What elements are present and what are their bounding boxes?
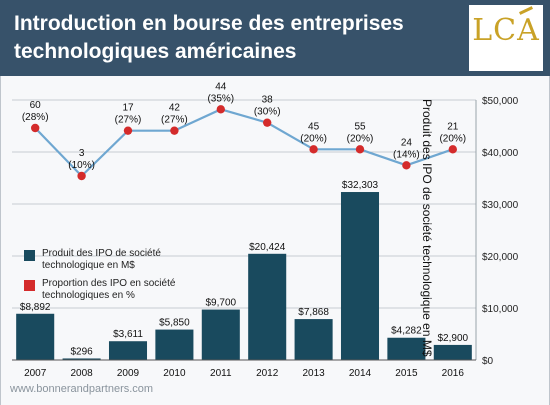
y-tick-label: $10,000 xyxy=(482,304,519,315)
proportion-marker xyxy=(355,145,365,154)
bar-value-label: $3,611 xyxy=(113,329,143,340)
bar xyxy=(16,313,55,360)
lca-logo: LCA xyxy=(469,5,543,71)
ipo-count-label: 24 xyxy=(401,137,413,148)
bar-value-label: $20,424 xyxy=(249,242,286,253)
bar-value-label: $5,850 xyxy=(159,318,190,329)
bar xyxy=(294,319,333,360)
y-tick-label: $20,000 xyxy=(482,252,519,263)
bar xyxy=(108,341,148,360)
x-tick-label: 2012 xyxy=(256,368,279,379)
ipo-count-label: 44 xyxy=(215,81,227,92)
bar xyxy=(201,309,240,360)
proportion-pct-label: (10%) xyxy=(68,160,95,171)
ipo-count-label: 45 xyxy=(308,121,320,132)
title-line-2: technologiques américaines xyxy=(14,40,297,63)
ipo-count-label: 17 xyxy=(122,103,134,114)
bar xyxy=(248,253,287,360)
x-tick-label: 2007 xyxy=(24,368,47,379)
header: Introduction en bourse des entreprises t… xyxy=(0,0,550,76)
ipo-count-label: 21 xyxy=(447,121,459,132)
source-watermark: www.bonnerandpartners.com xyxy=(10,383,154,395)
bar xyxy=(340,192,380,360)
bar-value-label: $2,900 xyxy=(438,333,469,344)
proportion-marker xyxy=(448,145,457,154)
bar xyxy=(155,329,194,360)
ipo-count-label: 55 xyxy=(354,121,366,132)
proportion-pct-label: (20%) xyxy=(439,133,466,144)
ipo-count-label: 3 xyxy=(79,148,85,159)
proportion-marker xyxy=(263,118,272,127)
proportion-pct-label: (30%) xyxy=(254,107,281,118)
proportion-pct-label: (20%) xyxy=(347,133,374,144)
ipo-count-label: 42 xyxy=(169,103,181,114)
y-tick-label: $50,000 xyxy=(482,96,519,107)
proportion-marker xyxy=(31,123,40,133)
bar-value-label: $8,892 xyxy=(20,302,51,313)
proportion-line xyxy=(34,108,454,178)
logo-text: LCA xyxy=(472,13,540,48)
x-tick-label: 2008 xyxy=(70,368,93,379)
y-axis-label-text: Produit des IPO de société technologique… xyxy=(420,99,434,357)
y-tick-label: $30,000 xyxy=(482,200,519,211)
proportion-marker xyxy=(216,105,225,114)
proportion-pct-label: (20%) xyxy=(300,133,327,144)
x-tick-label: 2009 xyxy=(117,368,140,379)
proportion-pct-label: (28%) xyxy=(22,112,49,123)
ipo-count-label: 38 xyxy=(262,95,274,106)
y-tick-label: $40,000 xyxy=(482,148,519,159)
title-line-1: Introduction en bourse des entreprises xyxy=(14,12,404,35)
legend-label-line: Proportion des IPO en société technologi… xyxy=(42,278,176,301)
x-tick-label: 2016 xyxy=(442,368,465,379)
x-tick-label: 2013 xyxy=(302,368,325,379)
x-tick-label: 2011 xyxy=(210,368,232,379)
proportion-pct-label: (27%) xyxy=(161,115,188,126)
x-tick-label: 2010 xyxy=(163,368,186,379)
legend-swatch-line xyxy=(24,280,35,291)
legend-label-bar: Produit des IPO de société technologique… xyxy=(42,248,161,271)
bar-value-label: $9,700 xyxy=(206,298,237,309)
proportion-marker xyxy=(77,171,86,181)
bar-value-label: $7,868 xyxy=(298,307,329,318)
bar-value-label: $32,303 xyxy=(342,180,379,191)
bar xyxy=(433,344,472,360)
legend-item-line: Proportion des IPO en société technologi… xyxy=(24,278,204,302)
bar xyxy=(387,337,426,360)
proportion-pct-label: (27%) xyxy=(115,115,142,126)
proportion-marker xyxy=(170,126,179,135)
proportion-pct-label: (35%) xyxy=(207,93,234,104)
y-tick-label: $0 xyxy=(482,356,494,367)
x-tick-label: 2014 xyxy=(349,368,372,379)
chart-title: Introduction en bourse des entreprises t… xyxy=(14,10,454,66)
proportion-marker xyxy=(402,161,411,170)
bar-value-label: $296 xyxy=(70,346,93,357)
x-tick-label: 2015 xyxy=(395,368,418,379)
ipo-count-label: 60 xyxy=(30,100,42,111)
legend: Produit des IPO de société technologique… xyxy=(24,248,204,308)
bar-value-label: $4,282 xyxy=(391,326,422,337)
proportion-marker xyxy=(123,126,133,135)
legend-item-bar: Produit des IPO de société technologique… xyxy=(24,248,204,272)
bar xyxy=(62,358,101,360)
legend-swatch-bar xyxy=(24,250,35,261)
proportion-marker xyxy=(309,145,318,154)
proportion-pct-label: (14%) xyxy=(393,149,420,160)
